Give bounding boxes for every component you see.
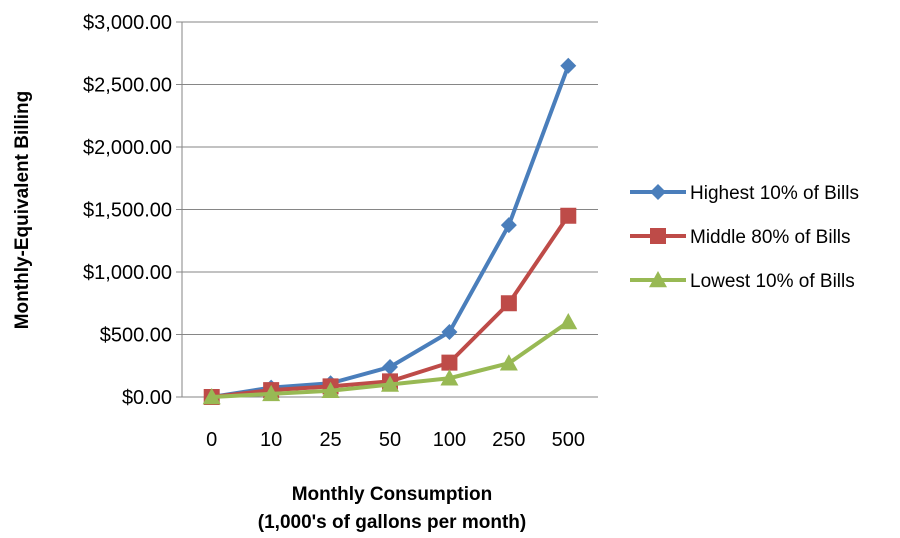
legend-item: Middle 80% of Bills xyxy=(630,227,851,248)
x-tick-labels: 0 10 25 50 100 250 500 xyxy=(206,429,585,451)
y-tick-label: $1,000.00 xyxy=(83,262,172,284)
y-tick-labels: $0.00 $500.00 $1,000.00 $1,500.00 $2,000.00 $… xyxy=(83,12,172,409)
x-tick-label: 100 xyxy=(433,429,466,451)
legend: Highest 10% of Bills Middle 80% of Bills L… xyxy=(630,183,859,292)
data-point xyxy=(202,388,221,405)
y-tick-label: $2,500.00 xyxy=(83,75,172,97)
x-tick-label: 50 xyxy=(379,429,401,451)
x-axis-title-line1: Monthly Consumption xyxy=(292,484,493,505)
legend-item: Lowest 10% of Bills xyxy=(630,271,855,292)
y-tick-label: $0.00 xyxy=(122,387,172,409)
data-point xyxy=(441,354,458,371)
legend-marker xyxy=(650,228,666,244)
legend-marker xyxy=(649,271,667,288)
x-tick-label: 500 xyxy=(552,429,585,451)
y-axis-title: Monthly-Equivalent Billing xyxy=(12,91,33,330)
series-2 xyxy=(203,207,577,405)
y-tick-label: $3,000.00 xyxy=(83,12,172,34)
series-group xyxy=(202,57,578,405)
legend-item: Highest 10% of Bills xyxy=(630,183,859,204)
legend-label: Highest 10% of Bills xyxy=(690,183,859,204)
data-point xyxy=(440,369,459,386)
data-point xyxy=(560,207,577,224)
data-point xyxy=(262,384,281,402)
x-tick-label: 25 xyxy=(319,429,341,451)
x-tick-label: 10 xyxy=(260,429,282,451)
gridlines xyxy=(176,21,598,398)
y-tick-label: $2,000.00 xyxy=(83,137,172,159)
y-tick-label: $1,500.00 xyxy=(83,200,172,222)
series-3 xyxy=(202,313,578,405)
x-tick-label: 0 xyxy=(206,429,217,451)
data-point xyxy=(500,295,517,312)
data-point xyxy=(381,375,399,392)
data-point xyxy=(499,354,518,371)
series-line xyxy=(211,65,571,399)
data-point xyxy=(500,217,517,234)
data-point xyxy=(382,359,398,375)
y-tick-label: $500.00 xyxy=(100,325,172,347)
data-point xyxy=(441,324,458,340)
legend-label: Lowest 10% of Bills xyxy=(690,271,855,292)
x-axis-title-line2: (1,000's of gallons per month) xyxy=(258,512,526,533)
legend-label: Middle 80% of Bills xyxy=(690,227,851,248)
data-point xyxy=(559,313,578,330)
data-point xyxy=(560,57,577,74)
legend-marker xyxy=(650,184,666,200)
x-tick-label: 250 xyxy=(492,429,525,451)
data-point xyxy=(321,381,340,398)
